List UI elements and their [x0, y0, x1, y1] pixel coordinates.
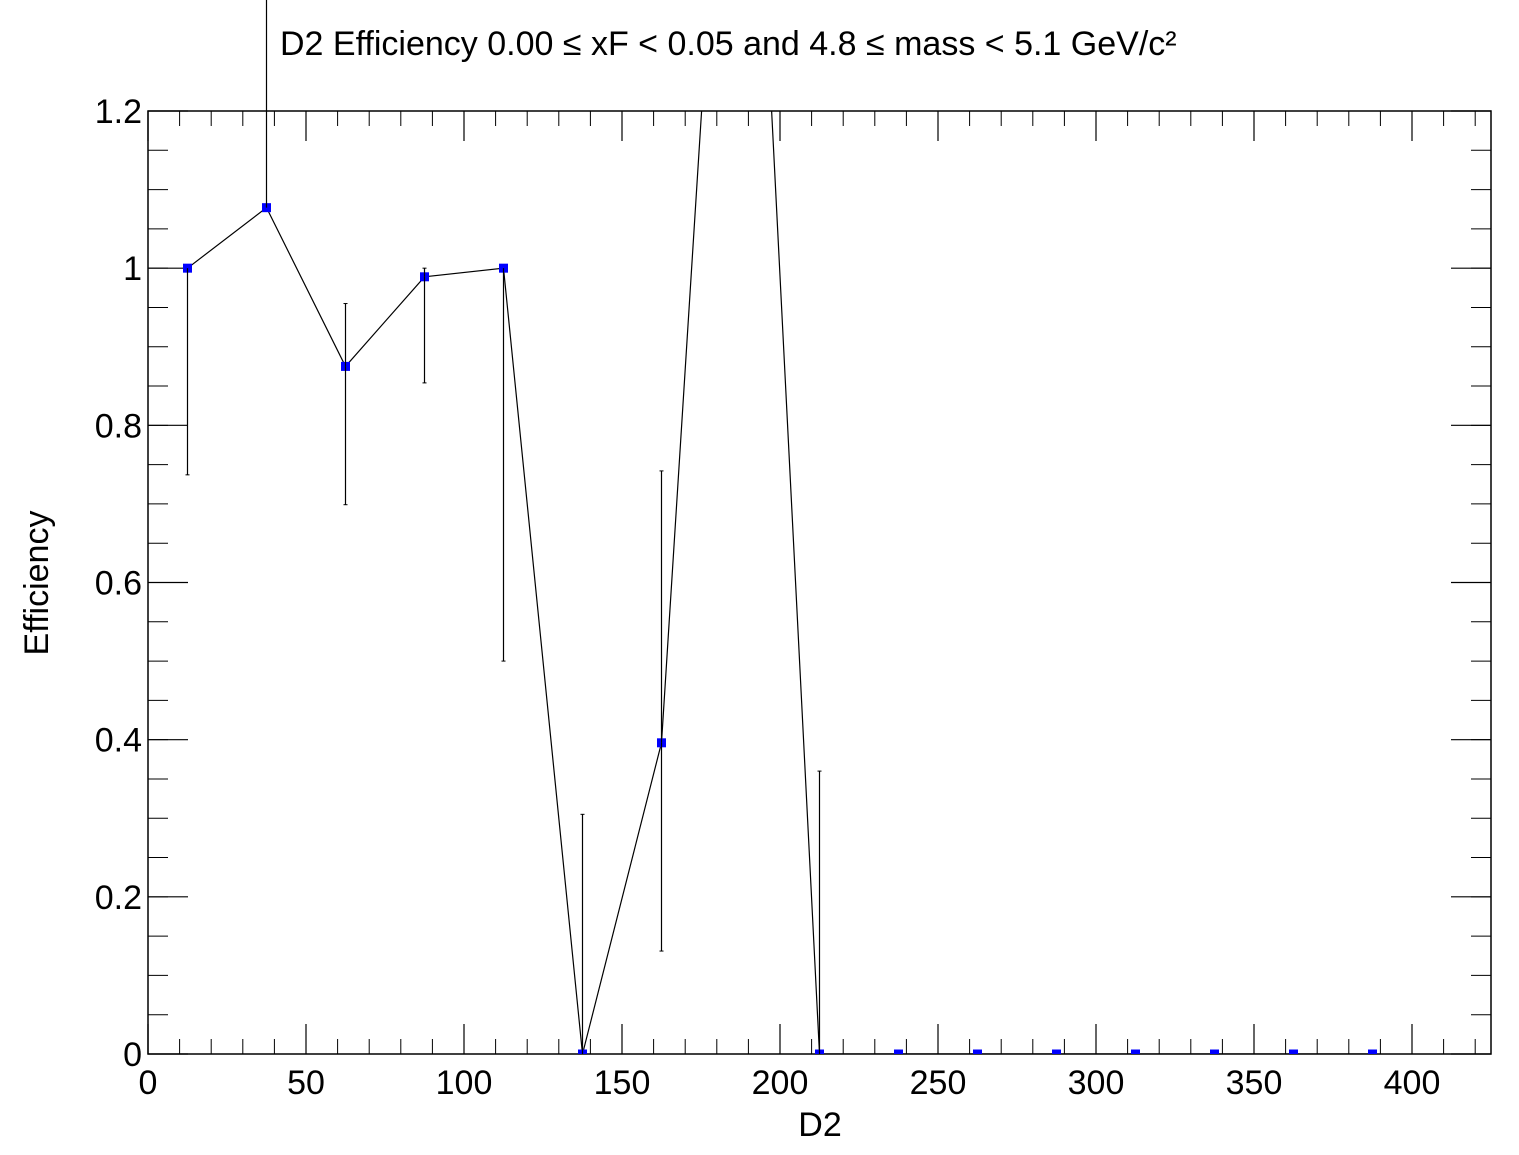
x-tick-label: 150 — [594, 1064, 651, 1102]
y-tick-label: 0.4 — [95, 722, 142, 760]
y-tick-label: 0.8 — [95, 407, 142, 445]
data-line — [187, 111, 1373, 1054]
x-tick-label: 100 — [436, 1064, 493, 1102]
x-tick-label: 250 — [910, 1064, 967, 1102]
y-tick-label: 1.2 — [95, 93, 142, 131]
clip-group — [183, 111, 1377, 1054]
y-tick-label: 0.6 — [95, 565, 142, 603]
marker — [1210, 1049, 1219, 1054]
y-tick-label: 0 — [123, 1036, 142, 1074]
x-tick-label: 350 — [1226, 1064, 1283, 1102]
x-axis-label: D2 — [798, 1106, 841, 1144]
y-axis-label: Efficiency — [18, 511, 56, 656]
marker — [1131, 1049, 1140, 1054]
marker — [973, 1049, 982, 1054]
x-tick-label: 300 — [1068, 1064, 1125, 1102]
marker — [894, 1049, 903, 1054]
x-tick-label: 0 — [139, 1064, 158, 1102]
x-tick-label: 400 — [1384, 1064, 1441, 1102]
x-tick-label: 50 — [287, 1064, 325, 1102]
y-tick-label: 1 — [123, 250, 142, 288]
x-tick-label: 200 — [752, 1064, 809, 1102]
marker — [1052, 1049, 1061, 1054]
chart-title: D2 Efficiency 0.00 ≤ xF < 0.05 and 4.8 ≤… — [280, 25, 1177, 63]
marker — [1289, 1049, 1298, 1054]
y-tick-label: 0.2 — [95, 879, 142, 917]
marker — [1368, 1049, 1377, 1054]
